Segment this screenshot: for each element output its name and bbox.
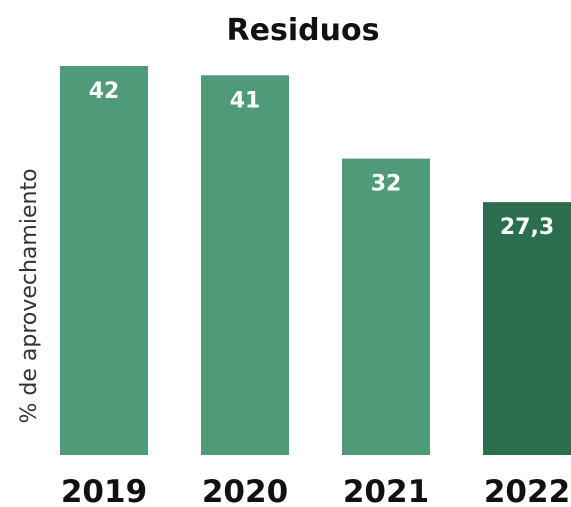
bar-2021 [342,158,430,455]
chart-title: Residuos [227,13,380,48]
data-labels-group: 42 41 32 27,3 [89,79,554,240]
x-tick-2022: 2022 [484,474,570,507]
x-tick-2019: 2019 [61,474,147,507]
bar-2019 [60,66,148,455]
bars-group [60,66,571,455]
data-label-2019: 42 [89,79,120,104]
x-tick-2020: 2020 [202,474,288,507]
data-label-2020: 41 [230,88,261,113]
bar-2022 [483,202,571,455]
bar-2020 [201,75,289,455]
data-label-2021: 32 [371,172,402,197]
x-tick-labels-group: 2019 2020 2021 2022 [61,474,570,507]
x-tick-2021: 2021 [343,474,429,507]
data-label-2022: 27,3 [500,215,554,240]
y-axis-label: % de aprovechamiento [17,168,42,423]
